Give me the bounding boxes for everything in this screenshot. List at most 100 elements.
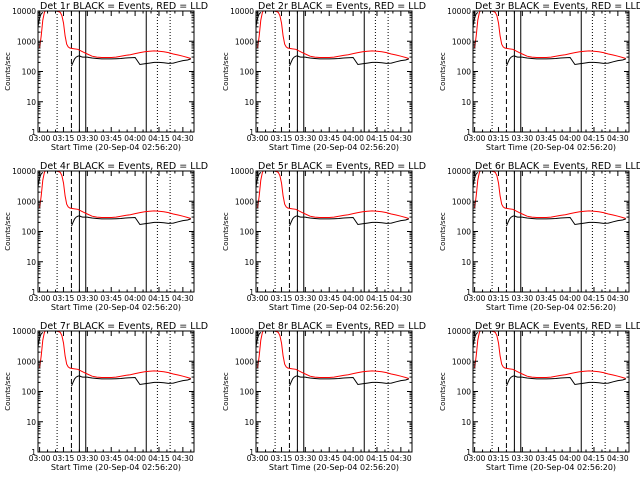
x-tick-label: 04:15 xyxy=(148,294,170,303)
panel-title: Det 7r BLACK = Events, RED = LLD xyxy=(40,321,208,332)
y-tick-label: 1000 xyxy=(235,37,254,46)
y-tick-label: 10 xyxy=(461,418,471,427)
x-tick-label: 03:45 xyxy=(100,294,122,303)
y-tick-label: 10 xyxy=(244,98,254,107)
x-tick-label: 03:45 xyxy=(535,134,557,143)
y-tick-label: 1000 xyxy=(235,197,254,206)
x-tick-label: 03:45 xyxy=(318,454,340,463)
x-tick-label: 03:00 xyxy=(464,294,486,303)
y-axis-label: Counts/sec xyxy=(222,372,230,411)
y-tick-label: 1000 xyxy=(452,37,471,46)
x-tick-label: 03:45 xyxy=(100,454,122,463)
series-black-events xyxy=(70,215,191,227)
panel-det-4r: Det 4r BLACK = Events, RED = LLD 1 10 100 10… xyxy=(4,161,208,312)
x-tick-label: 03:15 xyxy=(488,454,510,463)
series-red-lld xyxy=(474,11,626,59)
x-tick-label: 03:30 xyxy=(512,454,534,463)
y-tick-label: 100 xyxy=(457,388,472,397)
y-tick-label: 1 xyxy=(249,288,254,297)
y-tick-label: 10000 xyxy=(230,7,254,16)
y-tick-label: 10 xyxy=(26,258,36,267)
series-black-events xyxy=(505,215,626,227)
x-tick-label: 03:30 xyxy=(295,134,317,143)
panel-det-2r: Det 2r BLACK = Events, RED = LLD 1 10 100 10… xyxy=(222,1,426,152)
panel-det-3r: Det 3r BLACK = Events, RED = LLD 1 10 100 10… xyxy=(439,1,640,152)
y-tick-label: 10000 xyxy=(447,7,471,16)
panel-title: Det 8r BLACK = Events, RED = LLD xyxy=(258,321,426,332)
y-tick-label: 100 xyxy=(22,68,37,77)
y-tick-label: 100 xyxy=(240,388,255,397)
x-axis-label: Start Time (20-Sep-04 02:56:20) xyxy=(486,143,616,152)
y-tick-label: 1000 xyxy=(17,37,36,46)
y-tick-label: 10000 xyxy=(12,167,36,176)
x-tick-label: 03:15 xyxy=(53,454,75,463)
x-tick-label: 04:15 xyxy=(366,454,388,463)
series-red-lld xyxy=(474,331,626,379)
x-tick-label: 03:00 xyxy=(464,134,486,143)
x-tick-label: 04:30 xyxy=(172,454,194,463)
y-tick-label: 1000 xyxy=(235,357,254,366)
x-tick-label: 04:00 xyxy=(559,294,581,303)
y-tick-label: 1000 xyxy=(452,357,471,366)
y-tick-label: 10 xyxy=(26,98,36,107)
x-tick-label: 03:00 xyxy=(247,454,269,463)
x-axis-label: Start Time (20-Sep-04 02:56:20) xyxy=(269,143,399,152)
panel-det-9r: Det 9r BLACK = Events, RED = LLD 1 10 100 10… xyxy=(439,321,640,472)
x-tick-label: 04:30 xyxy=(607,454,629,463)
x-tick-label: 03:00 xyxy=(29,294,51,303)
y-axis-label: Counts/sec xyxy=(4,212,12,251)
x-tick-label: 04:00 xyxy=(124,454,146,463)
x-tick-label: 03:30 xyxy=(512,134,534,143)
x-tick-label: 04:15 xyxy=(583,134,605,143)
y-tick-label: 10 xyxy=(461,98,471,107)
y-tick-label: 10000 xyxy=(12,7,36,16)
series-black-events xyxy=(288,55,409,67)
panel-title: Det 5r BLACK = Events, RED = LLD xyxy=(258,161,426,172)
series-black-events xyxy=(288,375,409,387)
y-tick-label: 10000 xyxy=(447,167,471,176)
y-tick-label: 1 xyxy=(466,128,471,137)
x-tick-label: 03:15 xyxy=(53,134,75,143)
x-tick-label: 03:45 xyxy=(535,294,557,303)
series-black-events xyxy=(288,215,409,227)
series-red-lld xyxy=(474,171,626,219)
x-tick-label: 03:30 xyxy=(77,134,99,143)
y-axis-label: Counts/sec xyxy=(4,52,12,91)
y-tick-label: 10000 xyxy=(230,167,254,176)
x-tick-label: 03:30 xyxy=(295,294,317,303)
x-tick-label: 03:45 xyxy=(535,454,557,463)
x-tick-label: 03:15 xyxy=(271,134,293,143)
y-axis-label: Counts/sec xyxy=(439,372,447,411)
y-tick-label: 100 xyxy=(240,228,255,237)
y-axis-label: Counts/sec xyxy=(439,212,447,251)
x-tick-label: 04:15 xyxy=(148,454,170,463)
x-tick-label: 03:00 xyxy=(464,454,486,463)
y-tick-label: 10 xyxy=(244,258,254,267)
series-red-lld xyxy=(257,171,409,219)
y-tick-label: 10 xyxy=(26,418,36,427)
x-tick-label: 04:15 xyxy=(148,134,170,143)
series-red-lld xyxy=(39,11,191,59)
series-red-lld xyxy=(39,171,191,219)
x-tick-label: 04:30 xyxy=(390,134,412,143)
x-axis-label: Start Time (20-Sep-04 02:56:20) xyxy=(51,303,181,312)
x-tick-label: 04:00 xyxy=(124,134,146,143)
panel-title: Det 1r BLACK = Events, RED = LLD xyxy=(40,1,208,12)
x-tick-label: 03:30 xyxy=(295,454,317,463)
x-tick-label: 03:15 xyxy=(488,134,510,143)
x-tick-label: 03:15 xyxy=(488,294,510,303)
panel-title: Det 6r BLACK = Events, RED = LLD xyxy=(475,161,640,172)
panel-det-6r: Det 6r BLACK = Events, RED = LLD 1 10 100 10… xyxy=(439,161,640,312)
x-axis-label: Start Time (20-Sep-04 02:56:20) xyxy=(486,463,616,472)
y-tick-label: 1 xyxy=(466,288,471,297)
y-tick-label: 10000 xyxy=(447,327,471,336)
y-tick-label: 100 xyxy=(22,388,37,397)
x-tick-label: 04:00 xyxy=(342,294,364,303)
x-tick-label: 04:00 xyxy=(342,134,364,143)
y-tick-label: 1 xyxy=(466,448,471,457)
y-tick-label: 1000 xyxy=(17,357,36,366)
series-red-lld xyxy=(257,11,409,59)
panel-title: Det 2r BLACK = Events, RED = LLD xyxy=(258,1,426,12)
